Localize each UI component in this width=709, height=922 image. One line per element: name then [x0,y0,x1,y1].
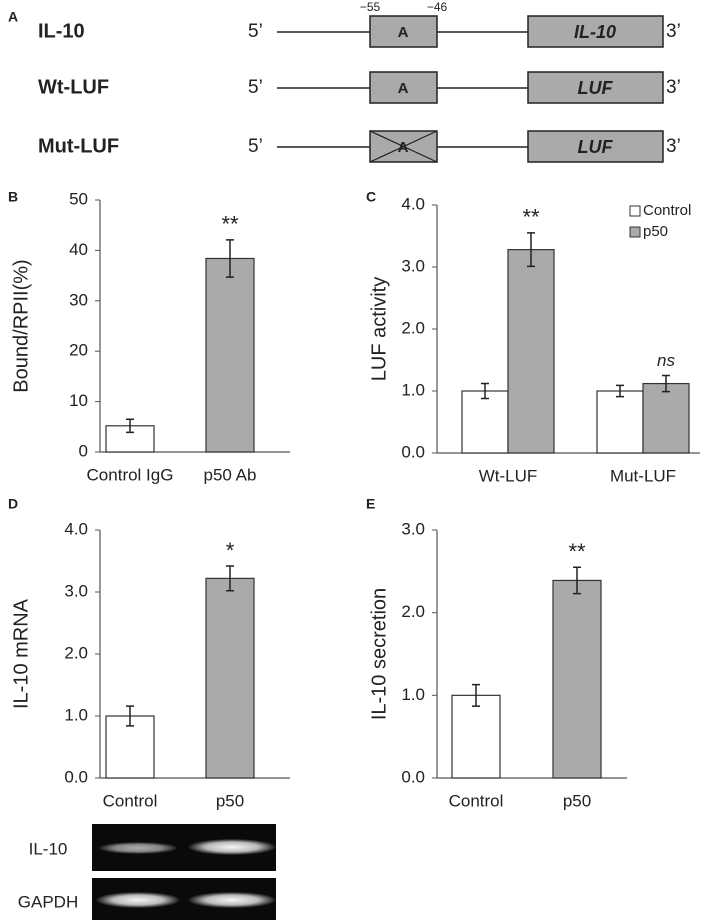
gene-label: LUF [578,137,614,157]
bar [461,390,509,454]
y-tick-label: 30 [69,290,88,309]
significance-label: * [226,538,235,563]
y-axis-title: IL-10 mRNA [10,598,32,709]
position-label: −46 [427,0,448,14]
legend-swatch [629,226,641,238]
panel-letter: E [366,496,375,512]
five-prime: 5’ [248,21,263,42]
site-label: A [398,80,409,97]
three-prime: 3’ [666,77,681,98]
bar [596,390,644,454]
significance-label: ns [657,351,675,370]
panel-letter: A [8,9,18,25]
y-tick-label: 3.0 [401,519,425,538]
legend-swatch [629,205,641,217]
gel-band [96,892,180,908]
y-tick-label: 2.0 [64,643,88,662]
x-tick-label: Control [103,791,158,810]
bar [205,577,255,779]
y-tick-label: 0.0 [401,442,425,461]
significance-label: ** [568,539,586,564]
construct-name: Mut-LUF [38,135,119,157]
legend-label: Control [643,202,691,219]
error-bar [226,239,234,278]
y-tick-label: 1.0 [64,705,88,724]
y-tick-label: 40 [69,240,88,259]
x-tick-label: p50 Ab [204,465,257,484]
gel-band [188,892,276,908]
y-axis-title: LUF activity [368,277,390,381]
panel-letter: D [8,496,18,512]
y-tick-label: 0 [79,441,88,460]
construct-name: IL-10 [38,20,85,42]
mutation-cross [369,130,438,163]
error-bar [481,382,489,400]
five-prime: 5’ [248,136,263,157]
construct-name: Wt-LUF [38,76,109,98]
three-prime: 3’ [666,21,681,42]
site-label: A [398,24,409,41]
site-label: A [398,139,409,156]
y-tick-label: 4.0 [401,194,425,213]
y-tick-label: 2.0 [401,602,425,621]
gene-box [527,71,664,104]
gel-label: GAPDH [18,892,78,911]
y-tick-label: 50 [69,189,88,208]
bar [451,694,501,779]
panel-letter: B [8,189,18,205]
gel-band [98,842,178,854]
gene-label: LUF [578,78,614,98]
promoter-diagram: A −55 −46 IL-10 5’ A IL-10 3’ Wt-LUF 5’ A LUF 3’ M… [8,0,681,163]
y-tick-label: 3.0 [64,581,88,600]
y-axis-title: Bound/RPII(%) [10,259,32,392]
y-tick-label: 0.0 [64,767,88,786]
y-axis-title: IL-10 secretion [368,588,390,720]
bar [507,249,555,454]
x-tick-label: p50 [563,791,591,810]
y-tick-label: 2.0 [401,318,425,337]
x-tick-label: Mut-LUF [610,466,676,485]
site-box [369,15,438,48]
five-prime: 5’ [248,77,263,98]
three-prime: 3’ [666,136,681,157]
significance-label: ** [522,205,540,230]
significance-label: ** [221,212,239,237]
legend-label: p50 [643,223,668,240]
x-tick-label: Control [449,791,504,810]
error-bar [126,418,134,434]
gel: IL-10 GAPDH [18,824,276,920]
bar [642,382,690,454]
bar [205,257,255,453]
y-tick-label: 1.0 [401,685,425,704]
error-bar [662,374,670,393]
error-bar [226,565,234,592]
error-bar [573,566,581,595]
gel-label: IL-10 [29,839,68,858]
gene-label: IL-10 [574,22,616,42]
x-tick-label: Control IgG [87,465,174,484]
y-tick-label: 3.0 [401,256,425,275]
y-tick-label: 4.0 [64,519,88,538]
error-bar [616,384,624,398]
x-tick-label: Wt-LUF [479,466,538,485]
y-tick-label: 1.0 [401,380,425,399]
gel-band [188,839,276,855]
y-tick-label: 20 [69,341,88,360]
y-tick-label: 10 [69,391,88,410]
gene-box [527,130,664,163]
x-tick-label: p50 [216,791,244,810]
error-bar [126,705,134,727]
site-box [369,71,438,104]
gene-box [527,15,664,48]
error-bar [472,683,480,707]
error-bar [527,232,535,268]
y-tick-label: 0.0 [401,767,425,786]
panel-letter: C [366,189,376,205]
position-label: −55 [360,0,381,14]
bar [552,579,602,779]
